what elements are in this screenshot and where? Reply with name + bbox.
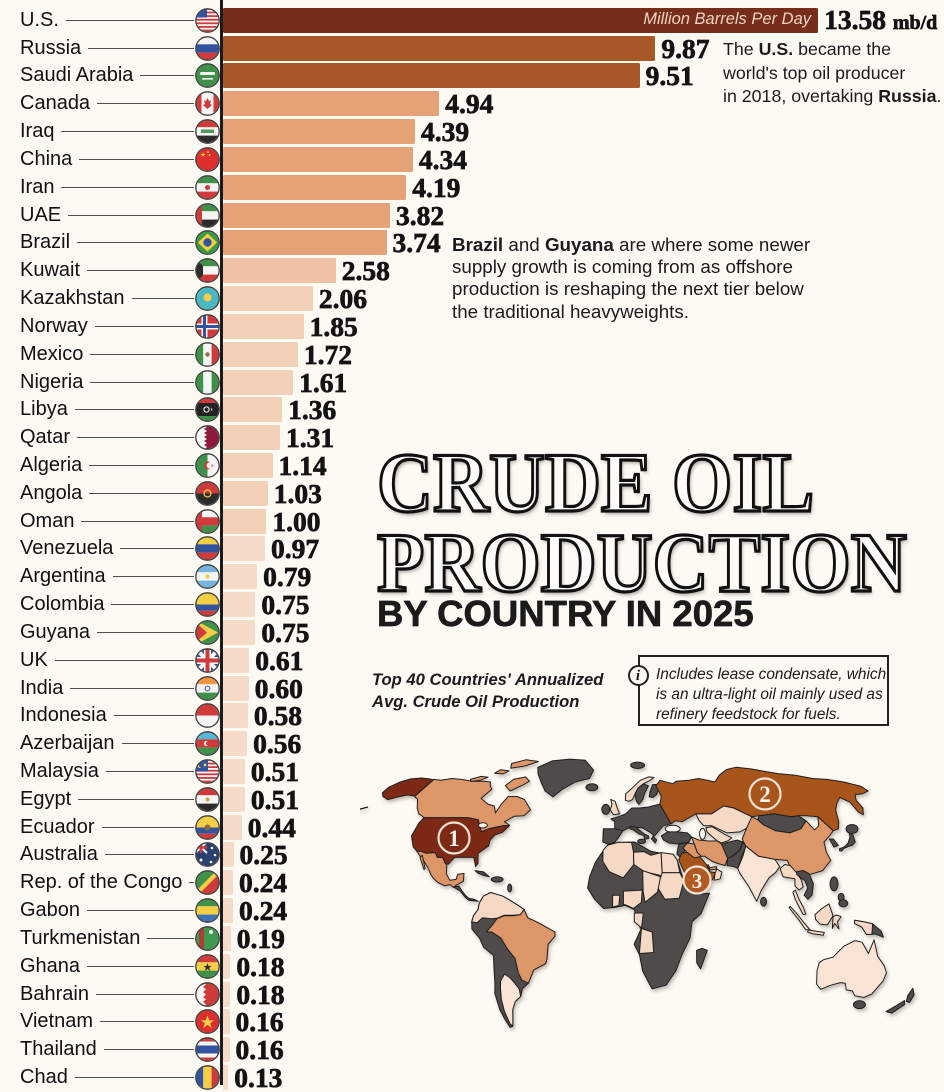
svg-text:2: 2 (759, 782, 771, 807)
svg-text:1: 1 (448, 826, 460, 851)
svg-text:3: 3 (692, 869, 703, 893)
